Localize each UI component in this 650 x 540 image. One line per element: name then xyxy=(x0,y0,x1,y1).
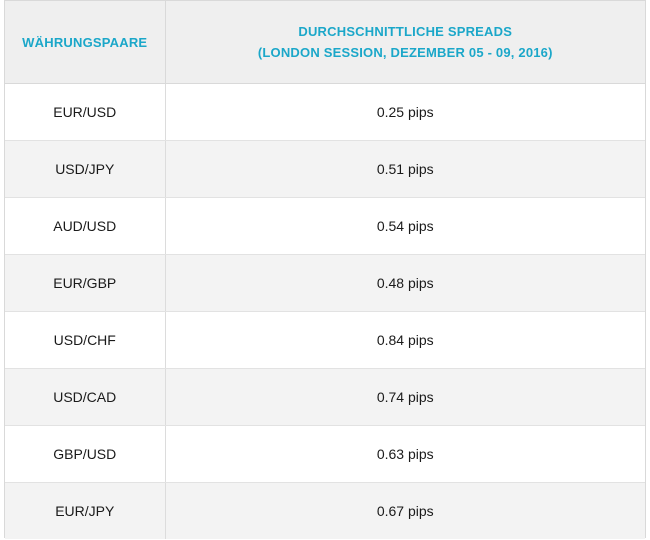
spreads-table-container: WÄHRUNGSPAARE DURCHSCHNITTLICHE SPREADS … xyxy=(4,0,646,539)
column-header-average-spreads: DURCHSCHNITTLICHE SPREADS (LONDON SESSIO… xyxy=(165,1,645,84)
spread-cell: 0.84 pips xyxy=(165,311,645,369)
table-row: AUD/USD 0.54 pips xyxy=(5,197,645,255)
table-row: USD/JPY 0.51 pips xyxy=(5,140,645,198)
column-header-currency-pairs: WÄHRUNGSPAARE xyxy=(5,1,166,84)
spread-cell: 0.25 pips xyxy=(165,83,645,141)
column-header-average-spreads-subtitle: (LONDON SESSION, DEZEMBER 05 - 09, 2016) xyxy=(257,45,553,60)
table-header: WÄHRUNGSPAARE DURCHSCHNITTLICHE SPREADS … xyxy=(5,1,645,84)
column-header-currency-pairs-label: WÄHRUNGSPAARE xyxy=(22,34,148,50)
spread-cell: 0.63 pips xyxy=(165,425,645,483)
table-row: USD/CHF 0.84 pips xyxy=(5,311,645,369)
currency-pair-cell: USD/CHF xyxy=(5,311,166,369)
table-row: EUR/JPY 0.67 pips xyxy=(5,482,645,539)
spread-cell: 0.54 pips xyxy=(165,197,645,255)
currency-pair-cell: EUR/USD xyxy=(5,83,166,141)
table-body: EUR/USD 0.25 pips USD/JPY 0.51 pips AUD/… xyxy=(5,83,645,539)
currency-pair-cell: AUD/USD xyxy=(5,197,166,255)
table-row: GBP/USD 0.63 pips xyxy=(5,425,645,483)
currency-pair-cell: EUR/GBP xyxy=(5,254,166,312)
currency-pair-cell: GBP/USD xyxy=(5,425,166,483)
table-row: EUR/USD 0.25 pips xyxy=(5,83,645,141)
spread-cell: 0.48 pips xyxy=(165,254,645,312)
currency-pair-cell: EUR/JPY xyxy=(5,482,166,539)
table-row: EUR/GBP 0.48 pips xyxy=(5,254,645,312)
spread-cell: 0.67 pips xyxy=(165,482,645,539)
currency-pair-cell: USD/JPY xyxy=(5,140,166,198)
column-header-average-spreads-title: DURCHSCHNITTLICHE SPREADS xyxy=(298,24,513,39)
header-row: WÄHRUNGSPAARE DURCHSCHNITTLICHE SPREADS … xyxy=(5,1,645,84)
table-row: USD/CAD 0.74 pips xyxy=(5,368,645,426)
spreads-table: WÄHRUNGSPAARE DURCHSCHNITTLICHE SPREADS … xyxy=(5,1,645,539)
spread-cell: 0.74 pips xyxy=(165,368,645,426)
spread-cell: 0.51 pips xyxy=(165,140,645,198)
currency-pair-cell: USD/CAD xyxy=(5,368,166,426)
